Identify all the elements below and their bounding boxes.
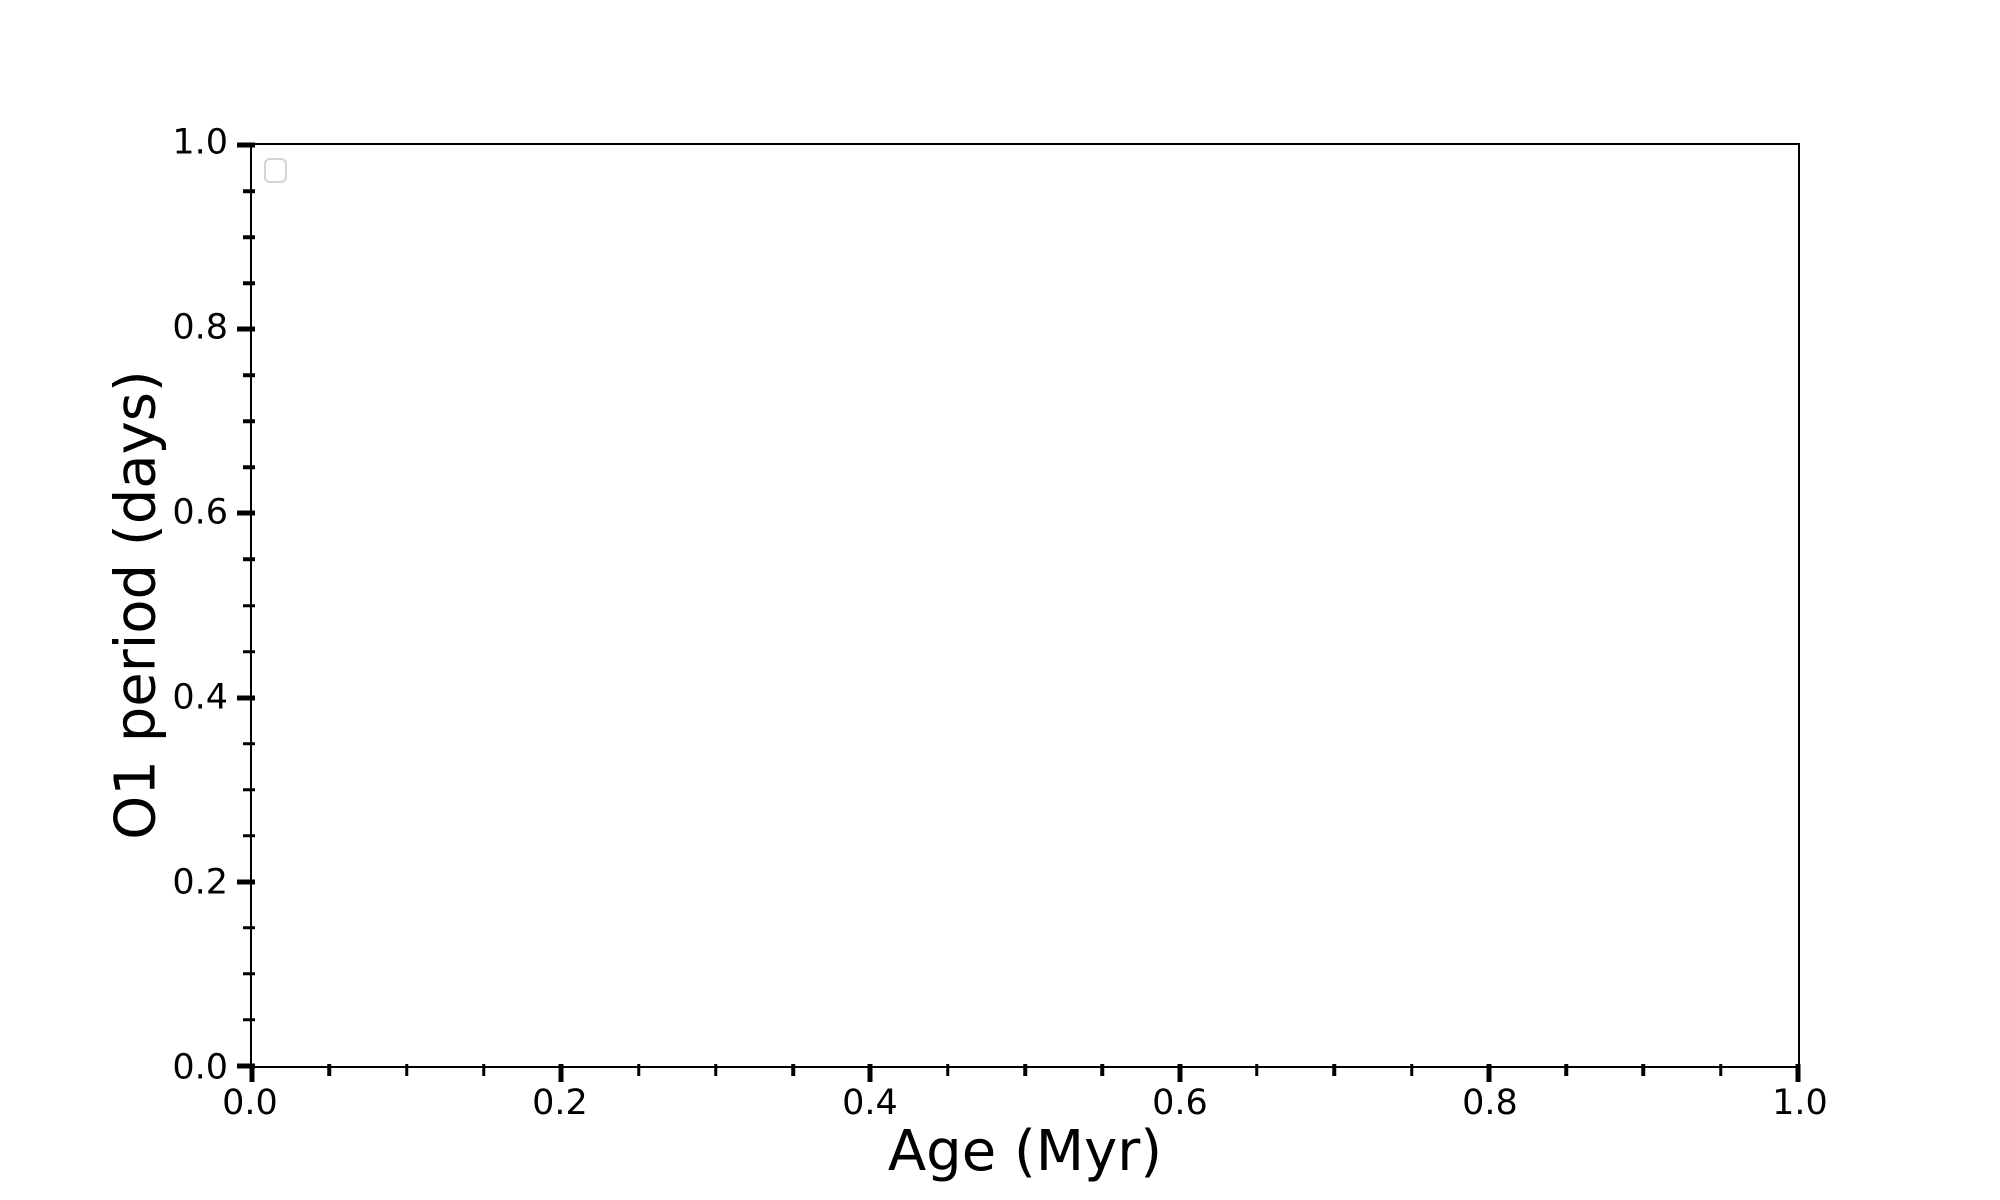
x-tick-label: 0.4 xyxy=(842,1083,898,1123)
plot-area xyxy=(236,142,1801,1082)
y-minor-tick xyxy=(242,373,255,377)
x-minor-tick xyxy=(1332,1063,1336,1076)
x-minor-tick xyxy=(1255,1063,1259,1076)
x-tick-label: 0.0 xyxy=(222,1083,278,1123)
x-major-tick xyxy=(1795,1063,1801,1082)
x-tick-label: 1.0 xyxy=(1772,1083,1828,1123)
y-tick-label: 1.0 xyxy=(172,122,228,163)
x-minor-tick xyxy=(404,1063,409,1076)
y-minor-tick xyxy=(242,603,255,608)
y-tick-label: 0.8 xyxy=(172,307,228,348)
y-axis-label: O1 period (days) xyxy=(103,370,169,840)
legend-box xyxy=(264,158,287,183)
y-minor-tick xyxy=(242,972,255,976)
y-tick-labels: 0.0 0.2 0.4 0.6 0.8 1.0 xyxy=(0,125,228,1085)
y-major-tick xyxy=(236,326,255,332)
y-minor-tick xyxy=(242,649,255,654)
x-minor-tick xyxy=(714,1063,718,1076)
x-major-tick xyxy=(1177,1063,1183,1082)
x-tick-labels: 0.0 0.2 0.4 0.6 0.8 1.0 xyxy=(222,1083,1828,1130)
y-minor-tick xyxy=(242,741,255,746)
x-minor-tick xyxy=(636,1063,641,1076)
x-minor-tick xyxy=(1023,1063,1027,1076)
x-minor-tick xyxy=(482,1063,486,1076)
x-minor-tick xyxy=(1409,1063,1414,1076)
y-minor-tick xyxy=(242,419,255,424)
y-major-tick xyxy=(236,695,255,701)
x-axis-label: Age (Myr) xyxy=(887,1119,1163,1184)
x-minor-tick xyxy=(1564,1063,1568,1076)
y-minor-tick xyxy=(242,926,255,930)
y-tick-label: 0.0 xyxy=(172,1047,228,1088)
x-major-tick xyxy=(867,1063,873,1082)
y-tick-label: 0.4 xyxy=(172,677,228,718)
y-minor-tick xyxy=(242,189,255,193)
x-minor-tick xyxy=(1100,1063,1105,1076)
x-major-tick xyxy=(1486,1063,1492,1082)
y-major-tick xyxy=(236,1063,255,1069)
y-minor-tick xyxy=(242,235,255,239)
x-major-tick xyxy=(558,1063,564,1082)
x-minor-tick xyxy=(791,1063,795,1076)
y-tick-label: 0.2 xyxy=(172,862,228,903)
y-tick-label: 0.6 xyxy=(172,492,228,533)
x-major-tick xyxy=(249,1063,255,1082)
y-major-tick xyxy=(236,879,255,885)
y-minor-tick xyxy=(242,787,255,792)
y-minor-tick xyxy=(242,465,255,470)
y-minor-tick xyxy=(242,281,255,285)
y-minor-tick xyxy=(242,834,255,838)
x-minor-tick xyxy=(1641,1063,1646,1076)
x-minor-tick xyxy=(1718,1063,1723,1076)
x-tick-label: 0.6 xyxy=(1152,1083,1208,1123)
y-minor-tick xyxy=(242,1018,255,1022)
x-tick-label: 0.8 xyxy=(1462,1083,1518,1123)
y-minor-tick xyxy=(242,557,255,562)
x-minor-tick xyxy=(945,1063,950,1076)
y-major-tick xyxy=(236,510,255,516)
x-tick-label: 0.2 xyxy=(532,1083,588,1123)
x-minor-tick xyxy=(327,1063,332,1076)
y-major-tick xyxy=(236,142,255,148)
